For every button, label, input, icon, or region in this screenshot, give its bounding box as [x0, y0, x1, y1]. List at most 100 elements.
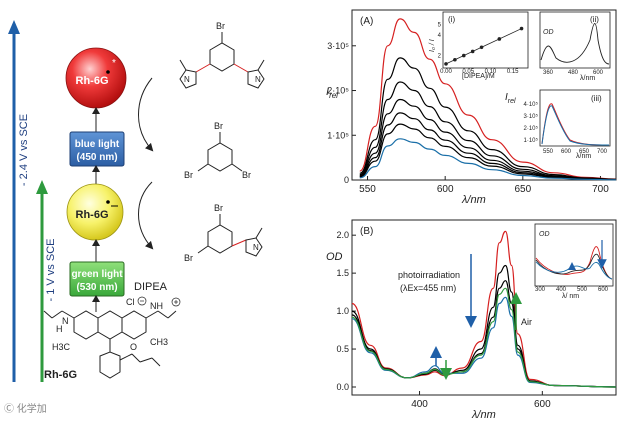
atom-h: H — [56, 324, 63, 334]
inset-iii-y-tick-label: 3·10⁵ — [524, 113, 539, 120]
panel-a-y-tick-label: 3·10⁵ — [327, 41, 349, 51]
charge-plus-icon — [171, 297, 181, 307]
panel-a-x-tick-label: 550 — [359, 184, 376, 195]
scheme-left: - 2.4 V vs SCE - 1 V vs SCE Rh-6G * blue… — [4, 20, 265, 415]
atom-br: Br — [214, 203, 223, 213]
blue-light-box — [69, 131, 125, 167]
panel-b-x-axis: λ/nm — [471, 409, 496, 421]
inset-iii-frame — [539, 89, 611, 147]
inset-b-x-label: λ/ nm — [562, 293, 579, 300]
atom-n: N — [255, 75, 261, 84]
inset-ii-x-label: λ/nm — [580, 75, 595, 82]
inset-iii-x-tick-label: 550 — [543, 149, 554, 155]
inset-i-y-tick-label: 4 — [438, 33, 442, 39]
product-structure — [179, 32, 265, 89]
panel-b-label: (B) — [360, 226, 373, 237]
panel-b: (B) OD λ/nm 400 600 0.0 0.5 1.0 1.5 2.0 300 400 5… — [326, 219, 617, 421]
panel-a-x-axis: λ/nm — [461, 194, 486, 206]
inset-i-point — [453, 57, 457, 62]
rh6g-structure — [43, 310, 177, 379]
reagent-label: DIPEA — [134, 281, 168, 293]
inset-iii-curve-blue — [541, 105, 610, 146]
panel-a-x-tick-label: 650 — [514, 184, 531, 195]
inset-ii-y-label: OD — [543, 29, 554, 36]
curved-arrow-bottom — [138, 181, 154, 250]
bond — [119, 353, 133, 361]
inset-b-x-tick-label: 300 — [535, 287, 546, 293]
inset-ii-x-tick-label: 600 — [593, 70, 604, 76]
panel-a-y-tick-label: 2·10⁵ — [327, 86, 349, 96]
inset-i-point — [470, 49, 475, 54]
inset-iii-x-tick-label: 650 — [579, 149, 590, 155]
inset-i-point — [479, 45, 484, 50]
inset-ii: (ii) OD λ/nm — [539, 11, 611, 82]
inset-iii-x-tick-label: 600 — [561, 149, 572, 155]
panel-a-y-tick-label: 1·10⁵ — [327, 130, 349, 140]
panel-a-label: (A) — [360, 16, 373, 27]
air-label: Air — [521, 317, 532, 327]
potential-label-bottom: - 1 V vs SCE — [45, 239, 57, 302]
inset-i-plot: 0.00 0.05 0.10 0.15 2 4 5 360 480 600 550 600 650 700… — [438, 22, 608, 155]
inset-i-point — [444, 62, 448, 66]
inset-i-fit-line — [445, 28, 522, 65]
panel-a-series-0 — [359, 18, 617, 180]
inset-iii: (iii) Irel λ/nm — [505, 89, 611, 160]
atom-n-left: N — [62, 316, 69, 326]
panel-b-y-tick-label: 0.0 — [336, 382, 349, 392]
watermark: Ⓒ 化学加 — [4, 402, 47, 415]
panel-b-frame — [351, 219, 617, 396]
bond — [151, 357, 161, 367]
panel-b-ticks: 400 600 0.0 0.5 1.0 1.5 2.0 300 400 500 600 — [336, 230, 608, 410]
inset-iii-y-tick-label: 2·10⁵ — [524, 125, 539, 132]
arrowhead-icon — [92, 239, 100, 246]
rh6g-yellow-label: Rh-6G — [76, 209, 109, 221]
bond — [167, 310, 177, 319]
atom-h3c: H3C — [52, 342, 71, 352]
inset-iii-x-label: λ/nm — [576, 153, 591, 160]
inset-b-x-tick-label: 400 — [556, 287, 567, 293]
inset-i-x-tick-label: 0.05 — [462, 69, 474, 75]
atom-nh: NH — [150, 301, 163, 311]
inset-i: (i) I₀ / I [DIPEA]/M 0.00 0.05 0.10 0.15 2 4 5… — [429, 11, 608, 155]
inset-ii-label: (ii) — [590, 15, 599, 24]
radical-dot-icon — [106, 70, 110, 74]
inset-iii-y-label: Irel — [505, 92, 516, 105]
atom-br-top: Br — [216, 21, 225, 31]
ring-left — [73, 310, 99, 340]
inset-iii-label: (iii) — [591, 94, 602, 103]
inset-b-x-tick-label: 500 — [577, 287, 588, 293]
monosubstituted-structure — [197, 214, 263, 257]
panel-a-x-tick-label: 600 — [437, 184, 454, 195]
bond — [157, 310, 169, 319]
blue-light-label: blue light — [75, 139, 120, 150]
panel-b-x-tick-label: 400 — [411, 399, 428, 410]
bond — [43, 310, 53, 319]
atom-n: N — [184, 75, 190, 84]
photoirradiation-wavelength: (λEx=455 nm) — [400, 283, 456, 293]
inset-b-arrow-up — [568, 262, 576, 270]
rh6g-radical-circle — [66, 183, 124, 241]
panel-a-frame — [351, 9, 617, 181]
panel-b-y-tick-label: 1.0 — [336, 306, 349, 316]
molecule-name: Rh-6G — [44, 369, 77, 381]
panel-b-y-tick-label: 1.5 — [336, 268, 349, 278]
inset-b-curve-black — [535, 253, 613, 280]
inset-i-y-label: I₀ / I — [429, 39, 436, 52]
panel-b-plot — [351, 230, 617, 388]
inset-i-y-tick-label: 2 — [438, 54, 442, 60]
panel-b-x-tick-label: 600 — [534, 399, 551, 410]
green-light-wavelength: (530 nm) — [76, 282, 117, 293]
arrowhead-icon — [92, 295, 100, 302]
inset-ii-curve — [540, 23, 610, 65]
inset-ii-x-tick-label: 480 — [568, 70, 579, 76]
tribromobenzene-structure — [197, 132, 243, 172]
inset-iii-y-tick-label: 4·10⁵ — [524, 101, 539, 108]
inset-i-label: (i) — [448, 15, 455, 24]
ring-benzoate — [99, 351, 121, 379]
inset-b-curve-blue — [535, 261, 613, 280]
inset-i-x-tick-label: 0.15 — [507, 69, 519, 75]
blue-light-wavelength: (450 nm) — [76, 152, 117, 163]
inset-i-point — [519, 26, 524, 31]
panel-a: (A) Irel λ/nm 550 600 650 700 0 1·10⁵ 2·10⁵ 3·1… — [326, 9, 617, 206]
